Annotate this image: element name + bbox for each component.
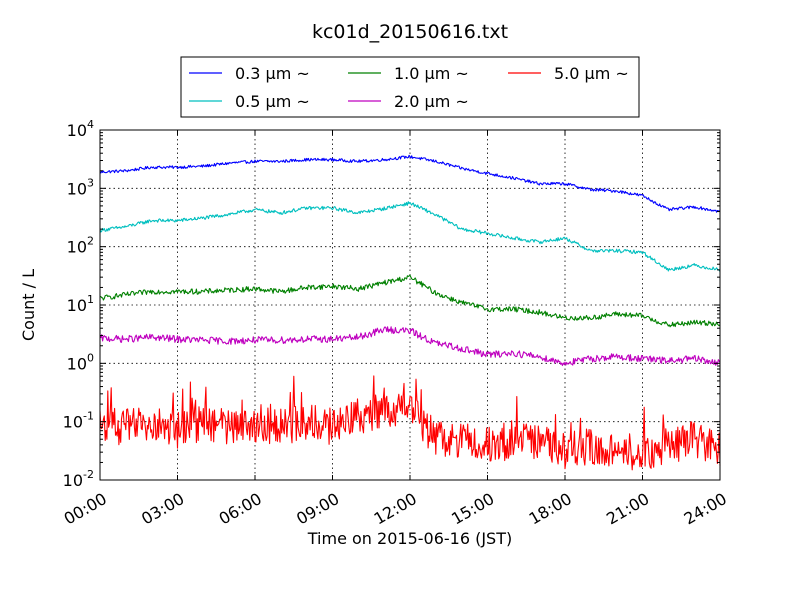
series-line-4 (99, 375, 721, 471)
series-line-0 (99, 154, 721, 213)
series-line-2 (99, 274, 721, 328)
series-line-3 (99, 326, 721, 367)
y-tick-label: 101 (67, 293, 94, 315)
legend: 0.3 μm ~ 0.5 μm ~ 1.0 μm ~ 2.0 μm ~ 5.0 μm ~ (180, 56, 640, 118)
grid-lines (100, 130, 720, 480)
x-tick-label: 18:00 (526, 489, 575, 529)
y-tick-label: 100 (67, 351, 94, 373)
x-tick-label: 03:00 (138, 489, 187, 529)
x-tick-label: 12:00 (371, 489, 420, 529)
y-tick-labels: 10-2 10-1 100 101 102 103 104 (63, 118, 94, 490)
legend-label-0: 0.3 μm ~ (235, 64, 310, 83)
x-tick-label: 06:00 (216, 489, 265, 529)
x-tick-label: 15:00 (448, 489, 497, 529)
y-tick-label: 10-1 (63, 410, 94, 432)
x-tick-label: 09:00 (293, 489, 342, 529)
legend-label-4: 5.0 μm ~ (554, 64, 629, 83)
series-line-1 (99, 201, 721, 272)
legend-label-1: 0.5 μm ~ (235, 92, 310, 111)
x-tick-labels: 00:00 03:00 06:00 09:00 12:00 15:00 18:00 21:00… (61, 489, 730, 529)
legend-box (180, 56, 640, 118)
x-tick-label: 21:00 (603, 489, 652, 529)
y-tick-label: 103 (67, 176, 94, 198)
y-tick-label: 10-2 (63, 468, 94, 490)
x-tick-label: 00:00 (61, 489, 110, 529)
legend-label-3: 2.0 μm ~ (394, 92, 469, 111)
y-axis-label: Count / L (19, 269, 38, 341)
legend-label-2: 1.0 μm ~ (394, 64, 469, 83)
x-axis-label: Time on 2015-06-16 (JST) (307, 529, 512, 548)
axis-ticks (99, 129, 721, 481)
y-tick-label: 104 (67, 118, 94, 140)
chart-title: kc01d_20150616.txt (312, 21, 508, 43)
x-tick-label: 24:00 (681, 489, 730, 529)
series-lines (99, 154, 721, 471)
y-tick-label: 102 (67, 235, 94, 257)
